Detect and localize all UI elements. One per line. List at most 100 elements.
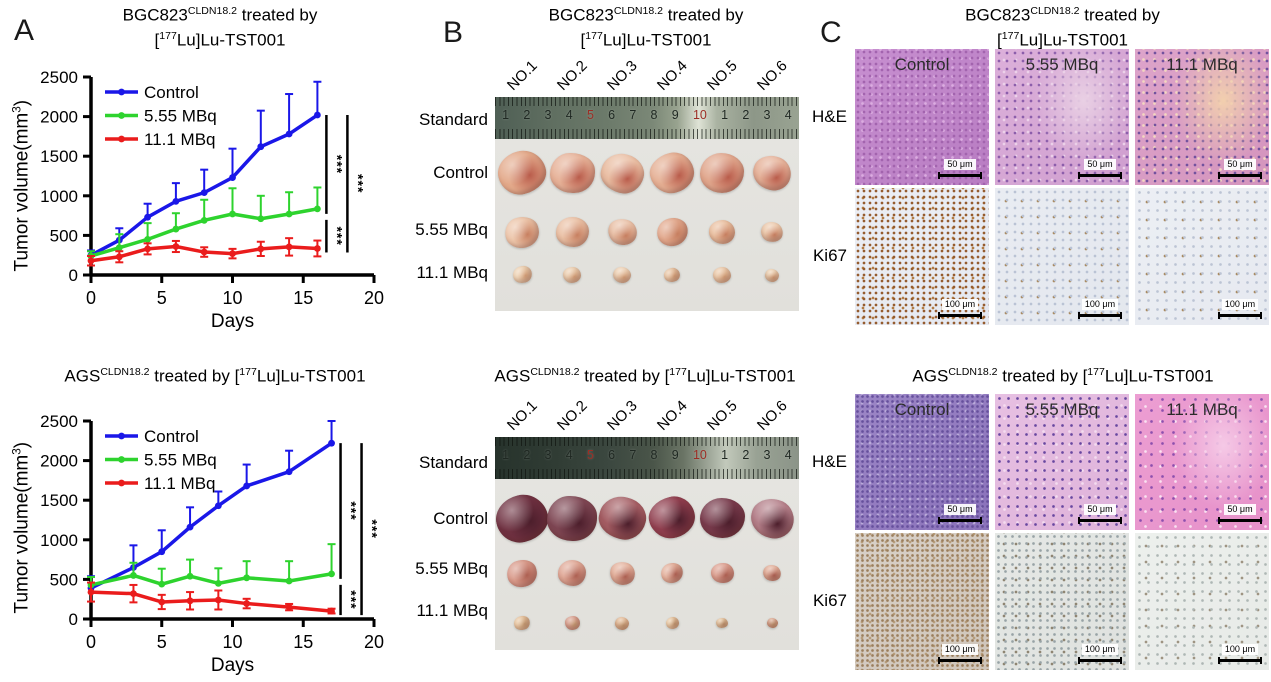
x-tick-label: 0 [86,288,96,308]
specimen-column-header: NO.5 [703,57,741,94]
histology-column-label: Control [894,55,950,74]
scale-bar: 100 μm [1078,639,1122,664]
data-point [285,243,293,251]
specimen-column-header: NO.3 [603,397,641,434]
legend-marker [118,135,125,143]
ruler-number: 4 [784,108,792,122]
x-axis-label: Days [211,311,254,332]
data-point [144,235,152,243]
data-point [243,482,251,490]
ruler-number: 3 [544,108,552,122]
scale-bar-label: 100 μm [941,644,979,655]
histology-tile-hne-2: 11.1 MBq 50 μm [1135,394,1269,530]
data-point [243,574,251,582]
scale-bar-label: 50 μm [1224,504,1256,515]
scale-bar: 50 μm [938,154,982,179]
tumor-specimen [664,615,680,631]
ruler-number-red: 10 [692,448,707,462]
specimen-column-header: NO.5 [703,397,741,434]
panel-b-label: B [443,16,464,49]
scale-bar: 100 μm [1218,639,1262,664]
ruler-numbers: 1 2 3 4 5 6 7 8 9 10 1 2 3 4 [495,108,799,122]
ruler-number: 2 [742,448,750,462]
scale-bar-line [938,172,982,179]
data-point [87,588,95,596]
y-tick-label: 2500 [40,412,78,431]
specimen-column-header: NO.1 [503,397,541,434]
legend-label: Control [144,427,199,446]
tumor-specimen [761,562,783,584]
y-tick-label: 1500 [40,491,78,510]
significance-stars: *** [329,155,345,174]
histology-row-label-ki67: Ki67 [812,246,847,265]
chart-bgc823-title: BGC823CLDN18.2 treated by [177Lu]Lu-TST0… [122,5,318,50]
scale-bar-label: 50 μm [1224,159,1256,170]
ruler-number: 9 [671,108,679,122]
histology-tile-hne-2: 11.1 MBq 50 μm [1135,49,1269,185]
tumor-specimen [558,560,586,586]
histology-ags-title: AGSCLDN18.2 treated by [177Lu]Lu-TST001 [912,366,1214,386]
data-point [115,244,123,252]
ruler-photo: 1 2 3 4 5 6 7 8 9 10 1 2 3 4 [495,437,799,479]
scale-bar-label: 100 μm [1081,299,1119,310]
ruler-number-red: 5 [586,448,594,462]
scale-bar-line [1078,657,1122,664]
tumor-specimen [700,153,744,193]
scale-bar-label: 50 μm [944,504,976,515]
ruler-number: 3 [763,448,771,462]
histology-tile-ki67-0: 100 μm [855,533,989,670]
data-point [314,205,321,213]
chart-ags-title: AGSCLDN18.2 treated by [177Lu]Lu-TST001 [64,366,366,386]
tumor-specimen [749,151,795,195]
histology-column-label: 11.1 MBq [1166,55,1238,74]
legend-label: 5.55 MBq [144,107,217,126]
scale-bar-label: 50 μm [944,159,976,170]
data-point [200,189,208,197]
x-tick-label: 5 [157,632,167,652]
scale-bar: 50 μm [938,499,982,524]
series-line [90,590,332,613]
histology-tile-ki67-0: 100 μm [855,188,989,325]
ruler-number: 6 [608,108,616,122]
data-point [172,225,180,233]
specimen-column-headers-bottom: NO.1 NO.2 NO.3 NO.4 NO.5 NO.6 [495,388,799,434]
data-point [200,248,208,256]
scale-bar-label: 50 μm [1084,504,1116,515]
data-point [328,607,335,615]
significance-stars: *** [344,501,360,520]
data-point [285,468,293,476]
scale-bar: 50 μm [1218,154,1262,179]
data-point [229,174,236,181]
data-point [115,253,123,261]
specimen-row-label-111mbq: 11.1 MBq [416,263,488,282]
ruler-number: 2 [523,448,531,462]
x-tick-label: 10 [222,288,242,308]
significance-stars: *** [329,226,345,245]
data-point [87,257,95,265]
tumor-specimen [493,146,551,200]
histology-tile-ki67-1: 100 μm [995,188,1129,325]
tumor-specimen [563,266,581,284]
tumor-specimen [549,152,595,194]
y-tick-label: 0 [69,266,78,285]
tumor-specimen [658,560,686,586]
series-line [90,441,333,590]
tumor-specimen [611,264,633,286]
specimen-row-label-control: Control [433,509,488,528]
scale-bar: 100 μm [938,294,982,319]
scale-bar-line [1218,172,1262,179]
legend-label: Control [144,83,199,102]
x-tick-label: 5 [157,288,167,308]
scale-bar: 50 μm [1218,499,1262,524]
specimen-column-header: NO.3 [603,57,641,94]
data-point [214,596,222,604]
ruler-numbers: 1 2 3 4 5 6 7 8 9 10 1 2 3 4 [495,448,799,462]
tumor-specimen [746,494,798,542]
ruler-number: 4 [784,448,792,462]
data-point [130,572,137,579]
x-tick-label: 15 [293,632,313,652]
y-tick-label: 1000 [40,187,78,206]
tumor-specimen [699,497,745,539]
specimen-column-header: NO.6 [753,397,791,434]
